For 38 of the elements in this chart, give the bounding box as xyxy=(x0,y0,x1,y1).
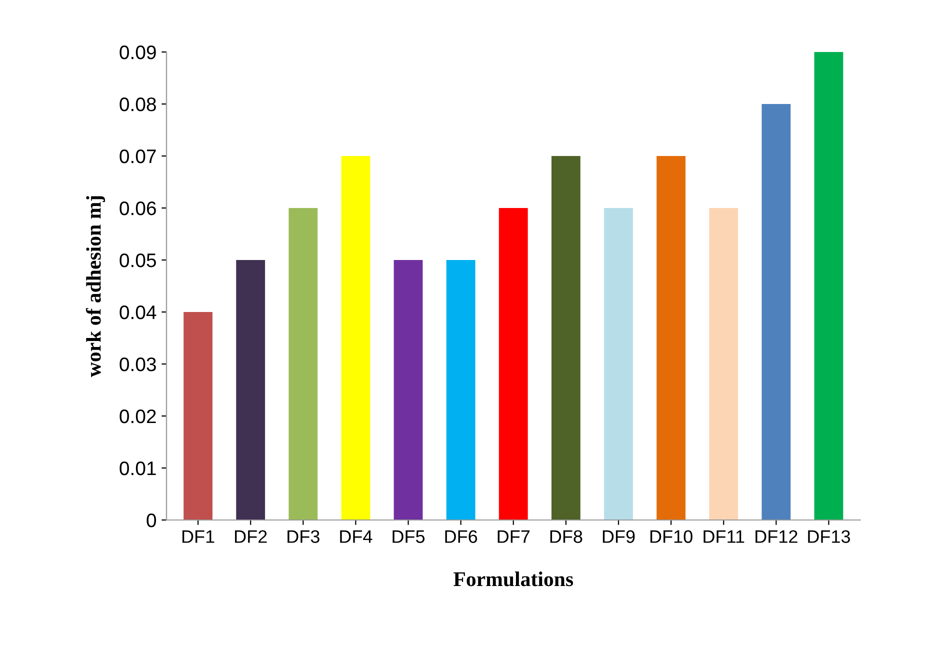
y-tick-label: 0 xyxy=(146,513,156,528)
bar xyxy=(446,260,476,520)
x-tick-label: DF3 xyxy=(288,530,320,543)
y-tick-label: 0.03 xyxy=(120,357,156,372)
y-tick-label: 0.09 xyxy=(120,45,156,60)
x-tick-label: DF5 xyxy=(392,530,425,543)
bar xyxy=(236,260,266,520)
x-tick-label: DF6 xyxy=(445,530,478,543)
x-tick-label: DF10 xyxy=(650,530,692,543)
bar xyxy=(394,260,423,520)
x-tick-label: DF12 xyxy=(756,530,798,543)
y-tick-label: 0.07 xyxy=(120,149,156,164)
x-tick-label: DF2 xyxy=(235,530,267,543)
bar xyxy=(762,104,791,520)
x-tick-label: DF13 xyxy=(808,530,850,543)
x-tick-label: DF1 xyxy=(182,530,214,543)
bar xyxy=(656,156,686,520)
y-tick-label: 0.06 xyxy=(120,201,156,216)
y-tick-label: 0.08 xyxy=(120,97,156,112)
y-tick-label: 0.04 xyxy=(120,305,156,320)
bar xyxy=(184,312,212,520)
y-tick-label: 0.01 xyxy=(120,461,156,476)
x-tick-label: DF4 xyxy=(340,530,372,543)
bar xyxy=(288,208,318,520)
x-tick-label: DF11 xyxy=(704,530,744,543)
y-tick-label: 0.02 xyxy=(120,409,156,424)
bar xyxy=(498,208,528,520)
bar xyxy=(814,52,844,520)
y-tick-label: 0.05 xyxy=(120,253,156,268)
y-axis-title: work of adhesion mj xyxy=(86,196,106,378)
x-tick-label: DF8 xyxy=(550,530,582,543)
x-tick-label: DF9 xyxy=(602,530,635,543)
bar xyxy=(551,156,580,520)
bar xyxy=(709,208,738,520)
x-tick-label: DF7 xyxy=(498,530,530,543)
bar xyxy=(604,208,633,520)
x-axis-title: Formulations xyxy=(454,572,574,586)
bar xyxy=(341,156,370,520)
